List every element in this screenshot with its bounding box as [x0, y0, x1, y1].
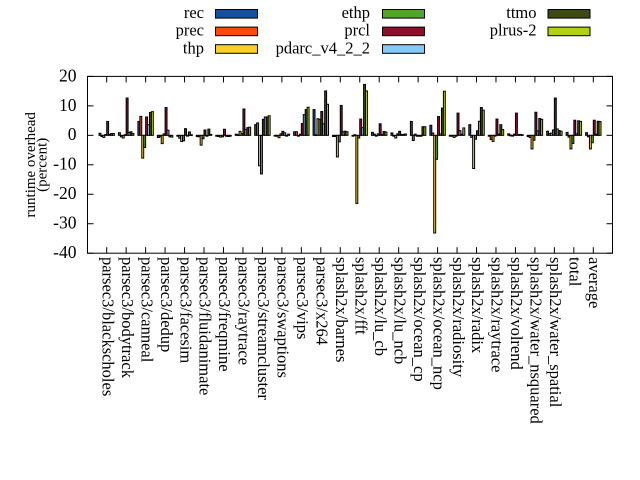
svg-text:splash2x/ocean_cp: splash2x/ocean_cp: [410, 257, 429, 382]
svg-text:splash2x/raytrace: splash2x/raytrace: [488, 257, 507, 372]
svg-text:thp: thp: [183, 38, 204, 57]
svg-text:-10: -10: [53, 154, 77, 174]
svg-text:parsec3/facesim: parsec3/facesim: [176, 257, 195, 363]
svg-text:ethp: ethp: [342, 3, 370, 22]
svg-text:splash2x/radiosity: splash2x/radiosity: [449, 257, 468, 378]
svg-text:total: total: [566, 257, 585, 287]
svg-text:splash2x/volrend: splash2x/volrend: [507, 257, 526, 370]
svg-text:ttmo: ttmo: [506, 3, 536, 22]
svg-text:-40: -40: [53, 242, 77, 262]
svg-text:parsec3/canneal: parsec3/canneal: [137, 257, 156, 363]
svg-text:parsec3/vips: parsec3/vips: [293, 257, 312, 339]
svg-text:splash2x/lu_cb: splash2x/lu_cb: [371, 257, 390, 356]
svg-text:20: 20: [59, 65, 77, 85]
svg-text:splash2x/ocean_ncp: splash2x/ocean_ncp: [429, 257, 448, 390]
svg-text:prec: prec: [176, 21, 204, 40]
svg-text:splash2x/radix: splash2x/radix: [468, 257, 487, 354]
svg-text:parsec3/freqmine: parsec3/freqmine: [215, 257, 234, 372]
svg-text:parsec3/fluidanimate: parsec3/fluidanimate: [196, 257, 215, 395]
svg-text:parsec3/bodytrack: parsec3/bodytrack: [118, 257, 137, 379]
svg-text:splash2x/lu_ncb: splash2x/lu_ncb: [390, 257, 409, 364]
svg-text:plrus-2: plrus-2: [490, 21, 537, 40]
svg-text:prcl: prcl: [344, 21, 370, 40]
svg-text:(percent): (percent): [35, 138, 51, 192]
svg-text:splash2x/water_spatial: splash2x/water_spatial: [546, 257, 565, 408]
svg-text:runtime overhead: runtime overhead: [23, 112, 39, 218]
svg-text:-20: -20: [53, 183, 77, 203]
svg-text:-30: -30: [53, 213, 77, 233]
svg-text:pdarc_v4_2_2: pdarc_v4_2_2: [276, 38, 370, 57]
svg-text:parsec3/swaptions: parsec3/swaptions: [274, 257, 293, 378]
svg-text:splash2x/fft: splash2x/fft: [351, 257, 370, 335]
svg-text:parsec3/raytrace: parsec3/raytrace: [235, 257, 254, 365]
svg-text:parsec3/streamcluster: parsec3/streamcluster: [254, 257, 273, 400]
svg-text:10: 10: [59, 95, 77, 115]
svg-text:average: average: [585, 257, 604, 308]
svg-text:0: 0: [68, 124, 77, 144]
svg-text:parsec3/dedup: parsec3/dedup: [157, 257, 176, 352]
svg-text:splash2x/water_nsquared: splash2x/water_nsquared: [527, 257, 546, 425]
svg-text:parsec3/x264: parsec3/x264: [313, 257, 332, 345]
svg-text:rec: rec: [184, 3, 204, 22]
svg-text:parsec3/blackscholes: parsec3/blackscholes: [98, 257, 117, 396]
svg-text:splash2x/barnes: splash2x/barnes: [332, 257, 351, 362]
